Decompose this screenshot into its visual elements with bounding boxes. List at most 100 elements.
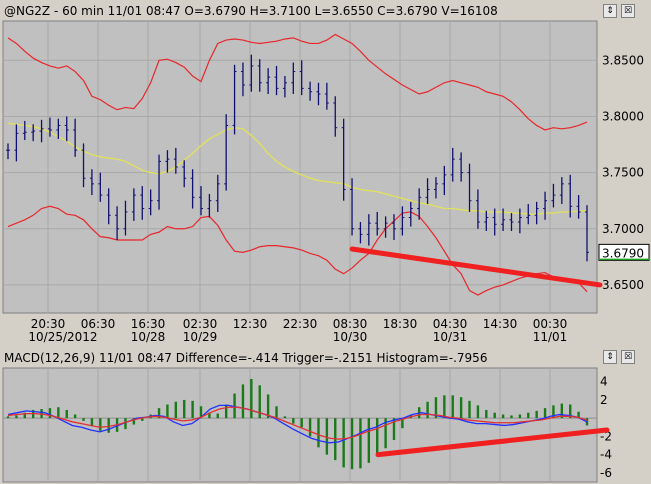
macd-panel-close-button[interactable]: ☒ xyxy=(621,350,635,364)
histogram-bar xyxy=(250,378,253,419)
histogram-bar xyxy=(183,399,186,419)
macd-y-tick-label: 4 xyxy=(600,375,608,389)
histogram-bar xyxy=(308,418,312,437)
histogram-bar xyxy=(57,407,60,419)
x-tick-label: 14:30 xyxy=(483,317,518,331)
histogram-bar xyxy=(459,397,463,419)
macd-difference-line xyxy=(7,404,588,444)
macd-y-tick-label: 2 xyxy=(600,393,608,407)
histogram-bar xyxy=(300,418,303,428)
histogram-bar xyxy=(208,412,211,419)
price-trendline xyxy=(349,246,603,288)
x-tick-label: 10/28 xyxy=(131,330,166,344)
histogram-bar xyxy=(552,405,555,419)
x-tick-label: 12:30 xyxy=(233,317,268,331)
histogram-bar xyxy=(342,418,345,468)
x-tick-label: 22:30 xyxy=(283,317,318,331)
histogram-bar xyxy=(23,412,26,419)
histogram-bar xyxy=(191,400,194,419)
histogram-bar xyxy=(434,397,438,419)
histogram-bar xyxy=(426,401,429,419)
macd-y-tick-label: -2 xyxy=(600,429,612,443)
histogram-bar xyxy=(157,408,161,419)
moving-average-line xyxy=(7,122,587,215)
histogram-bar xyxy=(216,413,219,419)
y-tick-label: 3.7000 xyxy=(602,222,644,236)
histogram-bar xyxy=(132,418,136,425)
histogram-bar xyxy=(577,411,580,419)
histogram-bar xyxy=(107,418,110,433)
histogram-bar xyxy=(199,406,203,419)
histogram-bar xyxy=(292,418,295,424)
x-tick-label: 16:30 xyxy=(131,317,166,331)
price-chart[interactable]: 20:30 06:30 16:30 02:30 12:30 22:30 08:30 18:30… xyxy=(0,0,651,345)
histogram-bar xyxy=(174,401,178,419)
histogram-bar xyxy=(510,415,513,419)
histogram-bar xyxy=(376,418,379,457)
x-tick-label: 10/31 xyxy=(433,330,468,344)
price-panel-title: @NG2Z - 60 min 11/01 08:47 O=3.6790 H=3.… xyxy=(4,4,498,18)
upper-band-line xyxy=(7,33,588,131)
histogram-bar xyxy=(535,410,538,419)
histogram-bar xyxy=(485,409,488,419)
histogram-bar xyxy=(6,416,10,419)
histogram-bar xyxy=(82,418,85,421)
macd-y-tick-label: -4 xyxy=(600,448,612,462)
histogram-bar xyxy=(569,404,572,419)
x-tick-label: 18:30 xyxy=(383,317,418,331)
x-tick-label: 10/30 xyxy=(333,330,368,344)
y-tick-label: 3.8500 xyxy=(602,53,644,67)
x-tick-label: 10/25/2012 xyxy=(28,330,97,344)
histogram-bar xyxy=(527,412,530,419)
histogram-bar xyxy=(501,414,505,419)
last-price-box xyxy=(598,243,650,261)
histogram-bar xyxy=(325,418,329,455)
histogram-bar xyxy=(99,418,102,431)
histogram-bar xyxy=(233,393,236,419)
lower-band-line xyxy=(7,205,588,296)
histogram-bar xyxy=(443,395,446,419)
histogram-bar xyxy=(166,404,169,419)
histogram-bar xyxy=(224,404,228,419)
histogram-bar xyxy=(65,409,68,419)
histogram-bar xyxy=(266,394,270,419)
histogram-bar xyxy=(317,418,320,448)
histogram-bar xyxy=(48,408,52,419)
histogram-bar xyxy=(15,415,18,419)
histogram-bar xyxy=(384,418,387,449)
macd-trendline xyxy=(375,427,610,458)
x-tick-label: 00:30 xyxy=(533,317,568,331)
histogram-bar xyxy=(141,418,144,421)
histogram-bar xyxy=(401,418,404,429)
histogram-bar xyxy=(560,403,564,419)
histogram-bar xyxy=(258,385,261,419)
histogram-bar xyxy=(275,406,278,419)
x-tick-label: 10/29 xyxy=(183,330,218,344)
histogram-bar xyxy=(493,412,496,419)
macd-panel-title: MACD(12,26,9) 11/01 08:47 Difference=-.4… xyxy=(4,351,488,365)
histogram-bar xyxy=(468,400,471,419)
x-tick-label: 11/01 xyxy=(533,330,568,344)
macd-trigger-line xyxy=(7,406,588,440)
histogram-bar xyxy=(367,418,371,463)
price-panel-restore-button[interactable]: ⇕ xyxy=(603,4,617,18)
x-tick-label: 08:30 xyxy=(333,317,368,331)
y-tick-label: 3.7500 xyxy=(602,166,644,180)
histogram-bar xyxy=(392,418,396,441)
histogram-bar xyxy=(359,418,362,469)
histogram-bar xyxy=(350,418,354,470)
histogram-bar xyxy=(451,395,454,419)
macd-y-tick-label: -6 xyxy=(600,466,612,480)
histogram-bar xyxy=(518,414,522,419)
macd-panel-restore-button[interactable]: ⇕ xyxy=(603,350,617,364)
histogram-bar xyxy=(90,418,94,427)
x-tick-label: 20:30 xyxy=(31,317,66,331)
y-tick-label: 3.6500 xyxy=(602,278,644,292)
x-tick-label: 06:30 xyxy=(81,317,116,331)
price-panel-close-button[interactable]: ☒ xyxy=(621,4,635,18)
y-tick-label: 3.8000 xyxy=(602,109,644,123)
macd-chart[interactable]: 4 2 -2 -4 -6 xyxy=(0,366,651,484)
histogram-bar xyxy=(283,416,287,419)
x-tick-label: 02:30 xyxy=(183,317,218,331)
